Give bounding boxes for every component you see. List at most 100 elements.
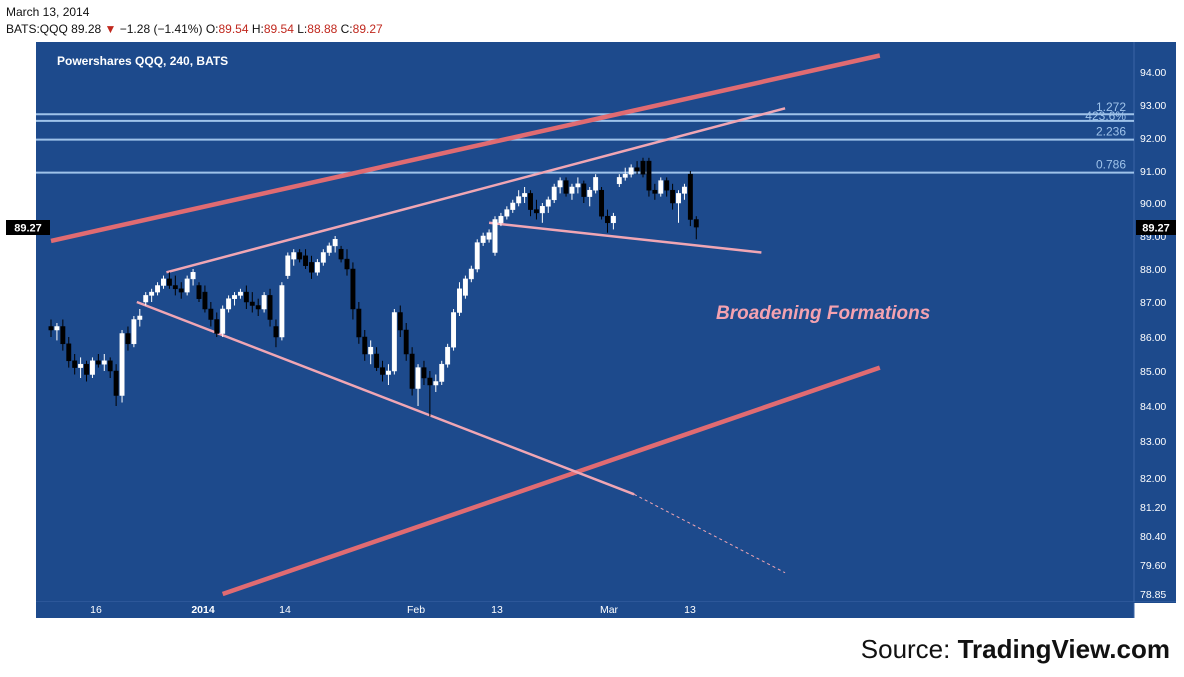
candle [72, 354, 78, 375]
candle-body [457, 288, 462, 313]
price-tick-label: 86.00 [8, 332, 34, 344]
candle [101, 354, 107, 371]
close-value: 89.27 [352, 22, 383, 36]
open-label: O: [205, 22, 219, 36]
symbol-label: BATS:QQQ [6, 22, 68, 36]
candle-body [415, 367, 421, 389]
candle [291, 249, 297, 266]
candle [303, 249, 309, 269]
candle-body [350, 268, 356, 310]
candle [539, 203, 545, 223]
close-label: C: [340, 22, 353, 36]
candle-body [72, 360, 78, 368]
candle-body [652, 189, 658, 194]
candle-body [309, 262, 314, 273]
candle [462, 275, 468, 299]
price-tick-label: 81.20 [1140, 502, 1166, 514]
candle [380, 360, 385, 382]
candle-body [468, 268, 474, 280]
price-tick-label: 88.00 [1140, 264, 1166, 276]
source-credit: Source: TradingView.com [861, 634, 1170, 665]
triangle-down-icon: ▼ [104, 22, 117, 36]
candle [66, 337, 72, 368]
time-tick-label: 13 [684, 604, 696, 616]
candle [113, 364, 119, 406]
price-tick-label: 85.00 [8, 366, 34, 378]
candle-body [279, 285, 285, 338]
candle-body [362, 336, 368, 355]
candle [356, 302, 362, 344]
price-tick-label: 91.00 [8, 166, 34, 178]
candle [344, 249, 350, 276]
candle [172, 275, 178, 296]
candle [427, 371, 433, 417]
candle [397, 305, 403, 337]
price-tick-label: 93.00 [1140, 100, 1166, 112]
candle [480, 232, 486, 246]
candle-body [48, 326, 54, 331]
candle-body [528, 193, 533, 210]
candle-body [380, 367, 385, 375]
candle [243, 285, 249, 309]
candle [368, 340, 374, 365]
open-value: 89.54 [218, 22, 249, 36]
price-tick-label: 91.00 [1140, 166, 1166, 178]
candle [249, 292, 255, 313]
candle-body [599, 189, 605, 217]
last-price-tag-right-text: 89.27 [1142, 223, 1170, 235]
candle [338, 245, 344, 263]
candle [516, 190, 522, 207]
price-tick-label: 85.00 [1140, 366, 1166, 378]
candle-body [166, 278, 172, 286]
candle-body [297, 252, 303, 260]
candle-body [486, 232, 492, 240]
candle-body [314, 262, 320, 273]
fib-level-label: 0.786 [1096, 158, 1126, 172]
candle-body [533, 209, 539, 214]
low-value: 88.88 [307, 22, 338, 36]
axis-corner [36, 602, 1176, 603]
last-price-tag-left-text: 89.27 [14, 223, 42, 235]
candle [131, 316, 137, 348]
candle [409, 347, 415, 396]
candle [504, 206, 510, 220]
price-tick-label: 92.00 [1140, 133, 1166, 145]
price-tick-label: 78.85 [8, 589, 34, 601]
candle-body [237, 291, 243, 296]
candle [486, 229, 492, 243]
candle [326, 242, 332, 256]
broadening-formations-annotation: Broadening Formations [716, 303, 930, 324]
candle-body [670, 189, 676, 204]
candle-body [326, 245, 332, 253]
candle [593, 174, 599, 194]
candle [196, 282, 202, 302]
candle [208, 302, 214, 327]
candle-body [391, 312, 397, 372]
candle [362, 330, 368, 361]
candle [255, 298, 261, 316]
candle-body [190, 272, 196, 280]
candle [273, 319, 279, 348]
candle [610, 212, 616, 230]
candle [646, 157, 652, 197]
high-value: 89.54 [263, 22, 294, 36]
candle-body [119, 333, 125, 396]
candle-body [587, 189, 593, 197]
candle-body [433, 381, 439, 386]
candle [628, 164, 634, 178]
candle [563, 177, 569, 197]
left-price-tick-labels: 94.0093.0092.0091.0090.0089.0088.0087.00… [8, 67, 34, 601]
candle [332, 236, 338, 253]
candle-body [569, 186, 575, 194]
candle [137, 309, 143, 327]
candle [184, 275, 190, 296]
price-tick-label: 82.00 [1140, 473, 1166, 485]
candle-body [616, 177, 622, 185]
last-price: 89.28 [71, 22, 102, 36]
last-price-tag-right: 89.27 [1136, 220, 1176, 235]
candle [84, 360, 89, 382]
candle-body [101, 360, 107, 365]
candle [190, 269, 196, 286]
candle-body [356, 308, 362, 338]
main-plot-area [36, 42, 1134, 602]
